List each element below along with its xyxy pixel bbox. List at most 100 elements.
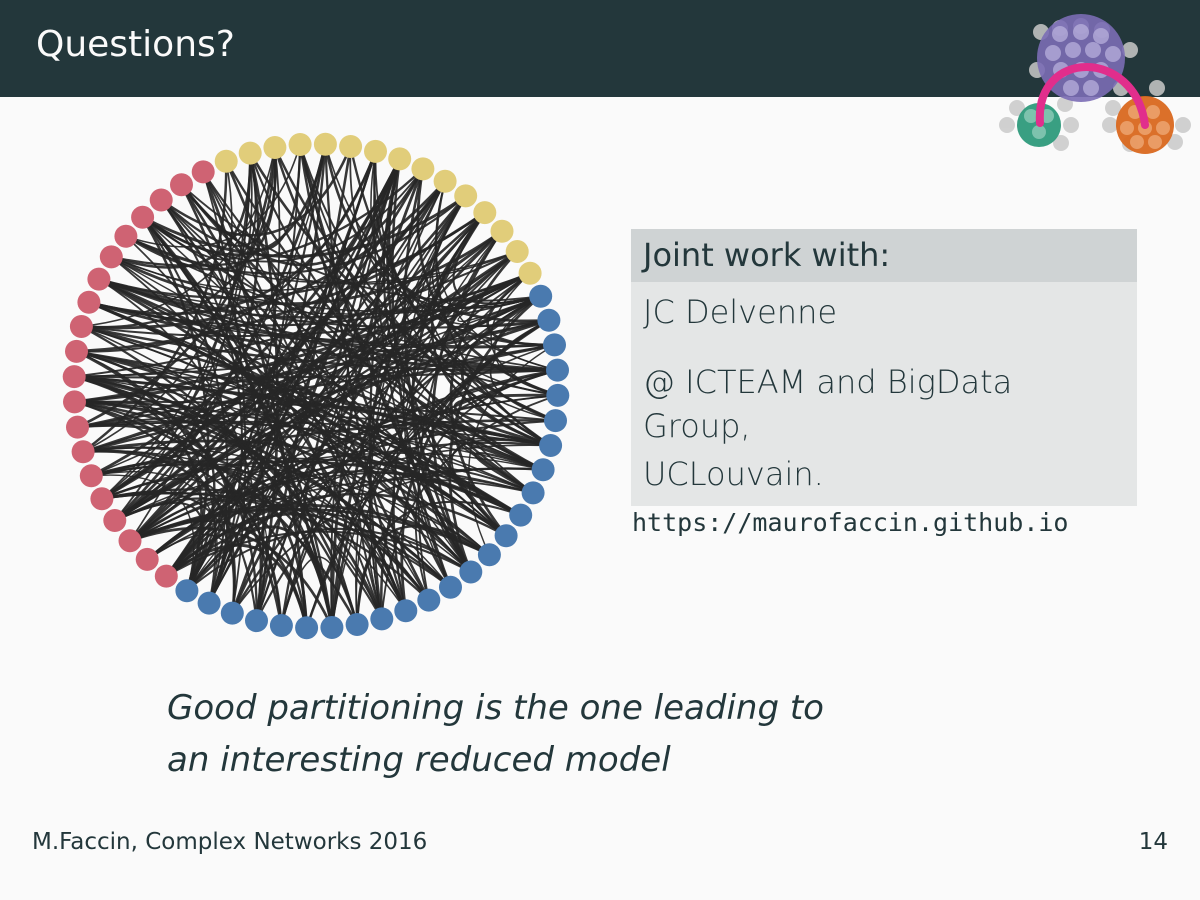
- network-edge: [114, 153, 252, 522]
- network-edge: [146, 369, 558, 561]
- network-edge: [129, 158, 401, 542]
- quote-line-2: an interesting reduced model: [167, 740, 671, 780]
- network-node: [79, 464, 103, 488]
- network-edge: [359, 518, 407, 620]
- network-node: [135, 547, 159, 571]
- network-node: [459, 560, 483, 584]
- network-edge: [461, 294, 552, 447]
- network-edge: [141, 194, 467, 258]
- network-edge: [160, 145, 352, 237]
- network-edge: [186, 272, 531, 592]
- network-node: [197, 591, 221, 615]
- network-edge: [393, 230, 503, 611]
- network-node: [439, 575, 462, 599]
- network-node: [494, 524, 518, 548]
- network-edge: [255, 369, 558, 622]
- network-node: [65, 339, 88, 363]
- network-edge: [113, 152, 260, 522]
- network-node: [454, 184, 478, 208]
- network-edge: [324, 144, 407, 612]
- network-node: [521, 481, 545, 505]
- network-edge: [431, 230, 504, 573]
- network-edge: [113, 143, 327, 522]
- network-edge: [129, 526, 334, 629]
- network-edge: [355, 344, 555, 625]
- network-edge: [77, 413, 551, 447]
- network-node: [539, 434, 563, 457]
- network-edge: [74, 250, 518, 378]
- network-node: [118, 529, 142, 553]
- page-number: 14: [1138, 829, 1168, 855]
- collaborator-name: JC Delvenne: [643, 293, 838, 331]
- network-node: [99, 245, 123, 269]
- network-node: [131, 205, 155, 229]
- network-node: [69, 315, 93, 338]
- collaborators-box: Joint work with: JC Delvenne @ ICTEAM an…: [631, 229, 1137, 506]
- network-node: [505, 240, 529, 263]
- homepage-link[interactable]: https://maurofaccin.github.io: [632, 508, 1069, 537]
- network-node: [77, 290, 101, 314]
- slide-title: Questions?: [36, 24, 235, 65]
- network-edge: [208, 212, 486, 604]
- network-node: [320, 616, 344, 639]
- network-edge: [165, 250, 518, 577]
- network-node: [263, 136, 287, 159]
- network-node: [364, 139, 387, 163]
- network-node: [544, 409, 567, 433]
- network-node: [490, 219, 514, 243]
- network-node: [62, 365, 86, 389]
- network-node: [345, 613, 369, 636]
- network-edge: [186, 518, 268, 621]
- network-edge: [91, 474, 195, 591]
- network-chord-diagram: [62, 132, 570, 640]
- network-edge: [129, 507, 490, 556]
- network-node: [546, 358, 569, 382]
- network-node: [529, 284, 553, 308]
- network-node: [531, 458, 555, 482]
- network-nodes: [62, 132, 570, 640]
- network-edge: [81, 180, 447, 330]
- network-edge: [129, 195, 467, 542]
- quote-line-1: Good partitioning is the one leading to: [167, 688, 824, 728]
- network-edge: [468, 344, 555, 556]
- network-node: [388, 147, 412, 171]
- network-edge: [141, 152, 257, 261]
- network-edge: [180, 168, 425, 267]
- network-node: [87, 267, 111, 291]
- network-edge: [356, 500, 522, 625]
- network-node: [220, 601, 244, 625]
- network-edge: [101, 180, 447, 501]
- network-edge: [165, 211, 486, 577]
- network-node: [543, 333, 566, 357]
- network-edge: [305, 319, 550, 629]
- network-node: [66, 415, 89, 439]
- network-edge: [231, 295, 542, 614]
- network-node: [339, 135, 363, 158]
- network-edge: [82, 161, 228, 453]
- network-edge: [101, 144, 327, 500]
- network-logo-icon: [999, 14, 1191, 154]
- network-node: [518, 261, 542, 285]
- network-edge: [165, 151, 377, 577]
- network-node: [411, 157, 435, 181]
- affiliation-line-2: UCLouvain.: [643, 455, 824, 493]
- footer-author: M.Faccin, Complex Networks 2016: [32, 829, 428, 855]
- network-node: [170, 173, 193, 197]
- network-edge: [111, 168, 424, 268]
- network-node: [295, 616, 319, 640]
- network-edge: [434, 181, 552, 447]
- network-edge: [146, 461, 534, 561]
- network-edge: [330, 195, 467, 628]
- network-edge: [165, 180, 447, 577]
- network-node: [433, 169, 457, 193]
- network-node: [63, 390, 86, 414]
- affiliation-line-1: @ ICTEAM and BigData Group,: [643, 363, 1013, 445]
- network-node: [313, 132, 337, 156]
- network-edge: [380, 394, 559, 619]
- network-node: [238, 141, 262, 165]
- network-edge: [98, 278, 558, 372]
- network-edge: [88, 150, 377, 316]
- network-node: [191, 160, 215, 184]
- network-node: [90, 487, 114, 511]
- network-edge: [101, 153, 253, 500]
